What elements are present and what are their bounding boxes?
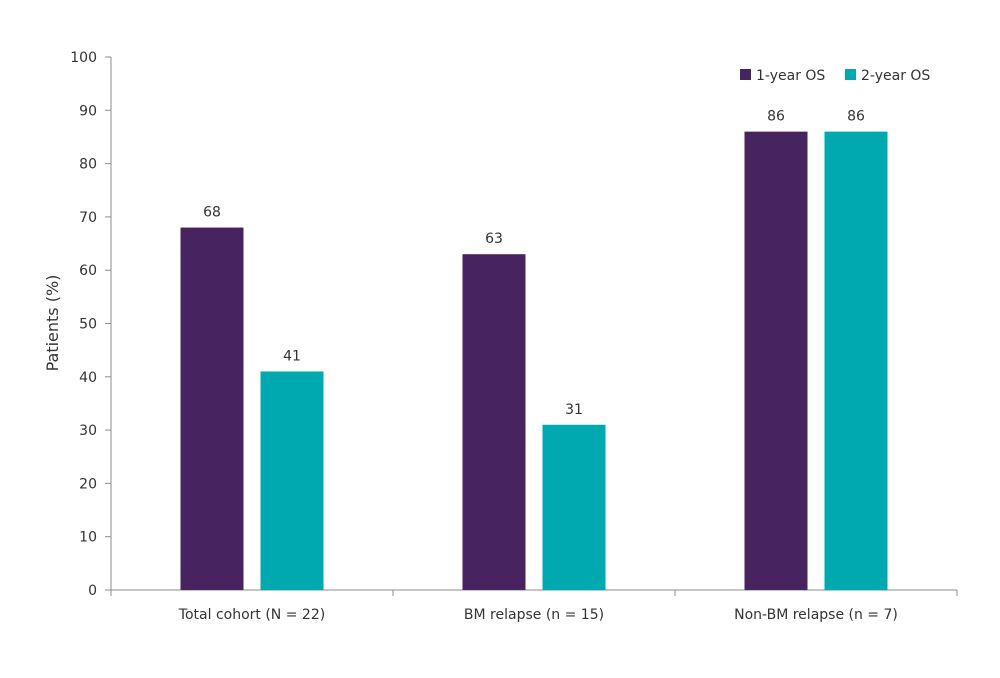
x-category-label: Total cohort (N = 22) bbox=[178, 607, 325, 623]
data-label: 68 bbox=[203, 205, 221, 221]
x-category-label: BM relapse (n = 15) bbox=[464, 607, 604, 623]
bar-1-year-os bbox=[744, 131, 808, 590]
data-label: 41 bbox=[283, 348, 301, 364]
data-label: 86 bbox=[847, 109, 865, 125]
y-tick-label: 70 bbox=[79, 210, 97, 226]
data-label: 86 bbox=[767, 109, 785, 125]
y-axis-title: Patients (%) bbox=[43, 275, 62, 372]
axes-group: 0 10 20 30 40 50 60 70 80 90 100 bbox=[70, 50, 958, 599]
data-label: 63 bbox=[485, 231, 503, 247]
legend: 1-year OS 2-year OS bbox=[740, 68, 930, 84]
y-tick-label: 40 bbox=[79, 370, 97, 386]
data-label: 31 bbox=[565, 402, 583, 418]
legend-label: 1-year OS bbox=[756, 68, 825, 84]
bar-2-year-os bbox=[542, 424, 606, 590]
legend-swatch bbox=[740, 69, 751, 80]
y-tick-label: 10 bbox=[79, 530, 97, 546]
bar-2-year-os bbox=[824, 131, 888, 590]
y-tick-label: 0 bbox=[88, 583, 97, 599]
bar-1-year-os bbox=[462, 254, 526, 590]
y-tick-label: 80 bbox=[79, 157, 97, 173]
bar-1-year-os bbox=[180, 227, 244, 590]
y-tick-label: 60 bbox=[79, 263, 97, 279]
y-tick-label: 90 bbox=[79, 103, 97, 119]
labels-group: 68 41 Total cohort (N = 22) 63 31 BM relapse … bbox=[178, 109, 898, 623]
y-tick-label: 100 bbox=[70, 50, 97, 66]
bars-group bbox=[180, 131, 888, 590]
x-category-label: Non-BM relapse (n = 7) bbox=[734, 607, 898, 623]
y-tick-label: 20 bbox=[79, 476, 97, 492]
y-tick-label: 50 bbox=[79, 317, 97, 333]
legend-swatch bbox=[845, 69, 856, 80]
bar-2-year-os bbox=[260, 371, 324, 590]
y-tick-label: 30 bbox=[79, 423, 97, 439]
legend-label: 2-year OS bbox=[861, 68, 930, 84]
